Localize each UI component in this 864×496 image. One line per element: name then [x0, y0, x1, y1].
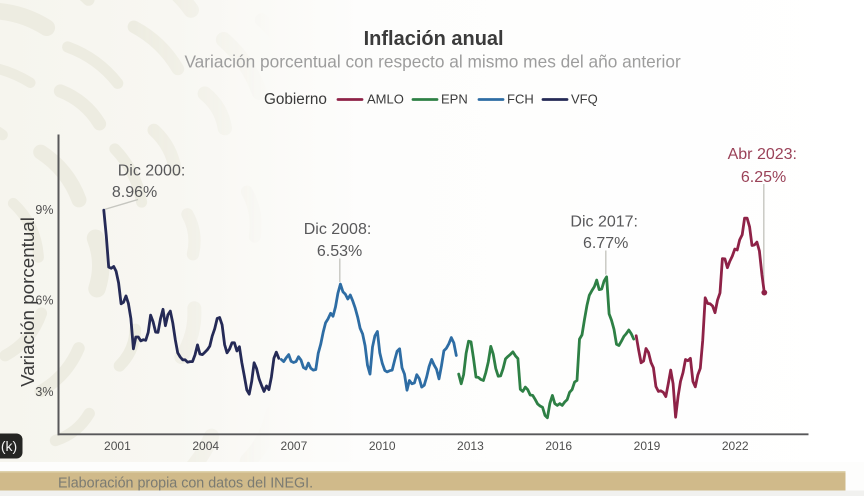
svg-text:Variación porcentual con respe: Variación porcentual con respecto al mis… — [184, 52, 681, 72]
svg-text:2016: 2016 — [545, 439, 572, 453]
svg-text:3%: 3% — [35, 385, 53, 399]
svg-text:Abr 2023:: Abr 2023: — [728, 146, 797, 163]
svg-text:6.53%: 6.53% — [317, 243, 362, 260]
svg-text:9%: 9% — [35, 203, 53, 217]
svg-text:VFQ: VFQ — [571, 92, 598, 107]
svg-text:2013: 2013 — [457, 439, 484, 453]
svg-text:2010: 2010 — [369, 439, 396, 453]
svg-text:EPN: EPN — [441, 92, 468, 107]
svg-text:Dic 2000:: Dic 2000: — [118, 163, 186, 180]
svg-text:Dic 2017:: Dic 2017: — [570, 214, 638, 231]
svg-text:Inflación anual: Inflación anual — [364, 28, 504, 50]
svg-text:Elaboración propia con datos d: Elaboración propia con datos del INEGI. — [58, 476, 313, 492]
svg-text:6%: 6% — [35, 294, 53, 308]
svg-text:2022: 2022 — [722, 439, 749, 453]
svg-text:Dic 2008:: Dic 2008: — [304, 221, 372, 238]
svg-text:Gobierno: Gobierno — [264, 91, 327, 108]
svg-text:2007: 2007 — [281, 439, 308, 453]
svg-text:2019: 2019 — [634, 439, 661, 453]
svg-text:AMLO: AMLO — [367, 92, 404, 107]
svg-text:2001: 2001 — [104, 439, 131, 453]
svg-text:8.96%: 8.96% — [112, 184, 157, 201]
svg-text:6.77%: 6.77% — [583, 235, 628, 252]
svg-text:Variación porcentual: Variación porcentual — [17, 217, 38, 387]
svg-text:FCH: FCH — [507, 92, 534, 107]
svg-text:6.25%: 6.25% — [741, 169, 786, 186]
svg-text:(k): (k) — [1, 438, 17, 454]
svg-text:2004: 2004 — [192, 439, 219, 453]
